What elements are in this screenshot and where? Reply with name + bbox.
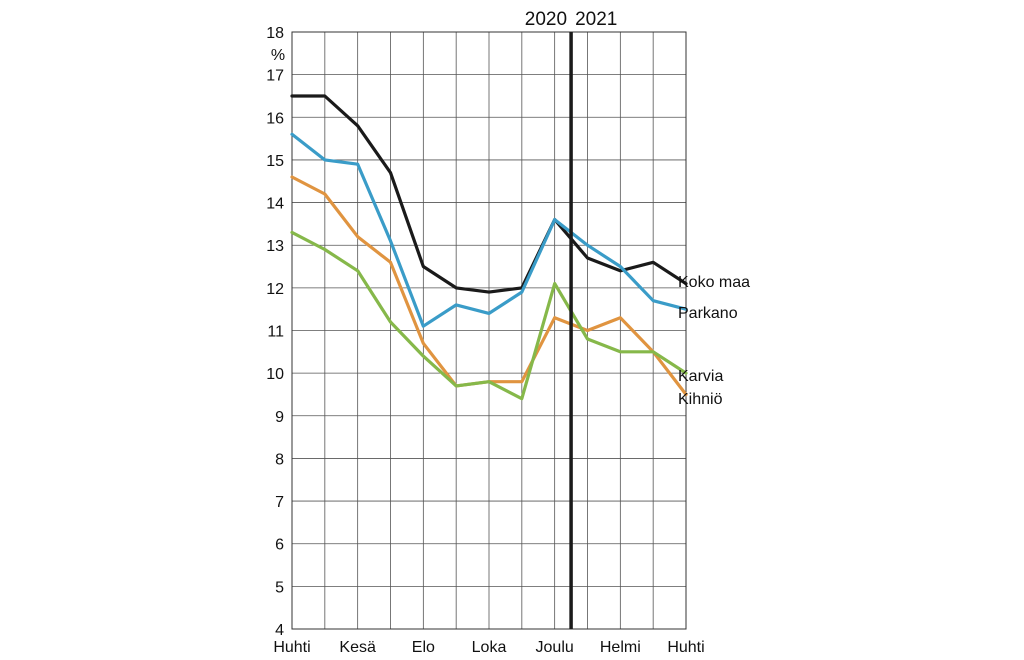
x-tick-label: Helmi bbox=[600, 639, 641, 656]
year-label-2020: 2020 bbox=[525, 9, 567, 30]
y-tick-label: 11 bbox=[267, 324, 284, 341]
series-labels: Koko maa Parkano Karvia Kihniö bbox=[678, 274, 750, 408]
series-line-2 bbox=[290, 132, 688, 328]
plot-frame bbox=[291, 31, 687, 630]
y-tick-label: 18 bbox=[266, 25, 284, 42]
y-tick-label: 13 bbox=[266, 238, 284, 255]
x-tick-label: Elo bbox=[412, 639, 435, 656]
y-tick-label: 7 bbox=[275, 494, 284, 511]
y-tick-label: 12 bbox=[266, 281, 284, 298]
series-line-1 bbox=[290, 94, 688, 294]
y-tick-label: 17 bbox=[266, 68, 284, 85]
y-axis-unit: % bbox=[271, 47, 285, 64]
y-tick-label: 5 bbox=[275, 579, 284, 596]
y-tick-label: 8 bbox=[275, 451, 284, 468]
series-label-4: Kihniö bbox=[678, 391, 723, 408]
series-lines bbox=[290, 94, 688, 401]
series-label-3: Karvia bbox=[678, 368, 723, 385]
y-axis-ticks: 4 5 6 7 8 9 10 11 12 13 14 15 16 17 18 bbox=[266, 25, 284, 639]
x-tick-label: Kesä bbox=[339, 639, 376, 656]
y-tick-label: 9 bbox=[275, 409, 284, 426]
year-label-2021: 2021 bbox=[575, 9, 617, 30]
series-line-3 bbox=[290, 230, 688, 401]
y-tick-label: 10 bbox=[266, 366, 284, 383]
y-tick-label: 15 bbox=[266, 153, 284, 170]
y-tick-label: 16 bbox=[266, 110, 284, 127]
y-tick-label: 14 bbox=[266, 196, 284, 213]
x-axis-ticks: Huhti Kesä Elo Loka Joulu Helmi Huhti bbox=[273, 639, 704, 656]
y-tick-label: 6 bbox=[275, 537, 284, 554]
x-tick-label: Loka bbox=[472, 639, 507, 656]
series-label-1: Koko maa bbox=[678, 274, 750, 291]
x-tick-label: Joulu bbox=[536, 639, 574, 656]
x-tick-label: Huhti bbox=[273, 639, 310, 656]
x-tick-label: Huhti bbox=[667, 639, 704, 656]
series-label-2: Parkano bbox=[678, 305, 738, 322]
y-tick-label: 4 bbox=[275, 622, 284, 639]
